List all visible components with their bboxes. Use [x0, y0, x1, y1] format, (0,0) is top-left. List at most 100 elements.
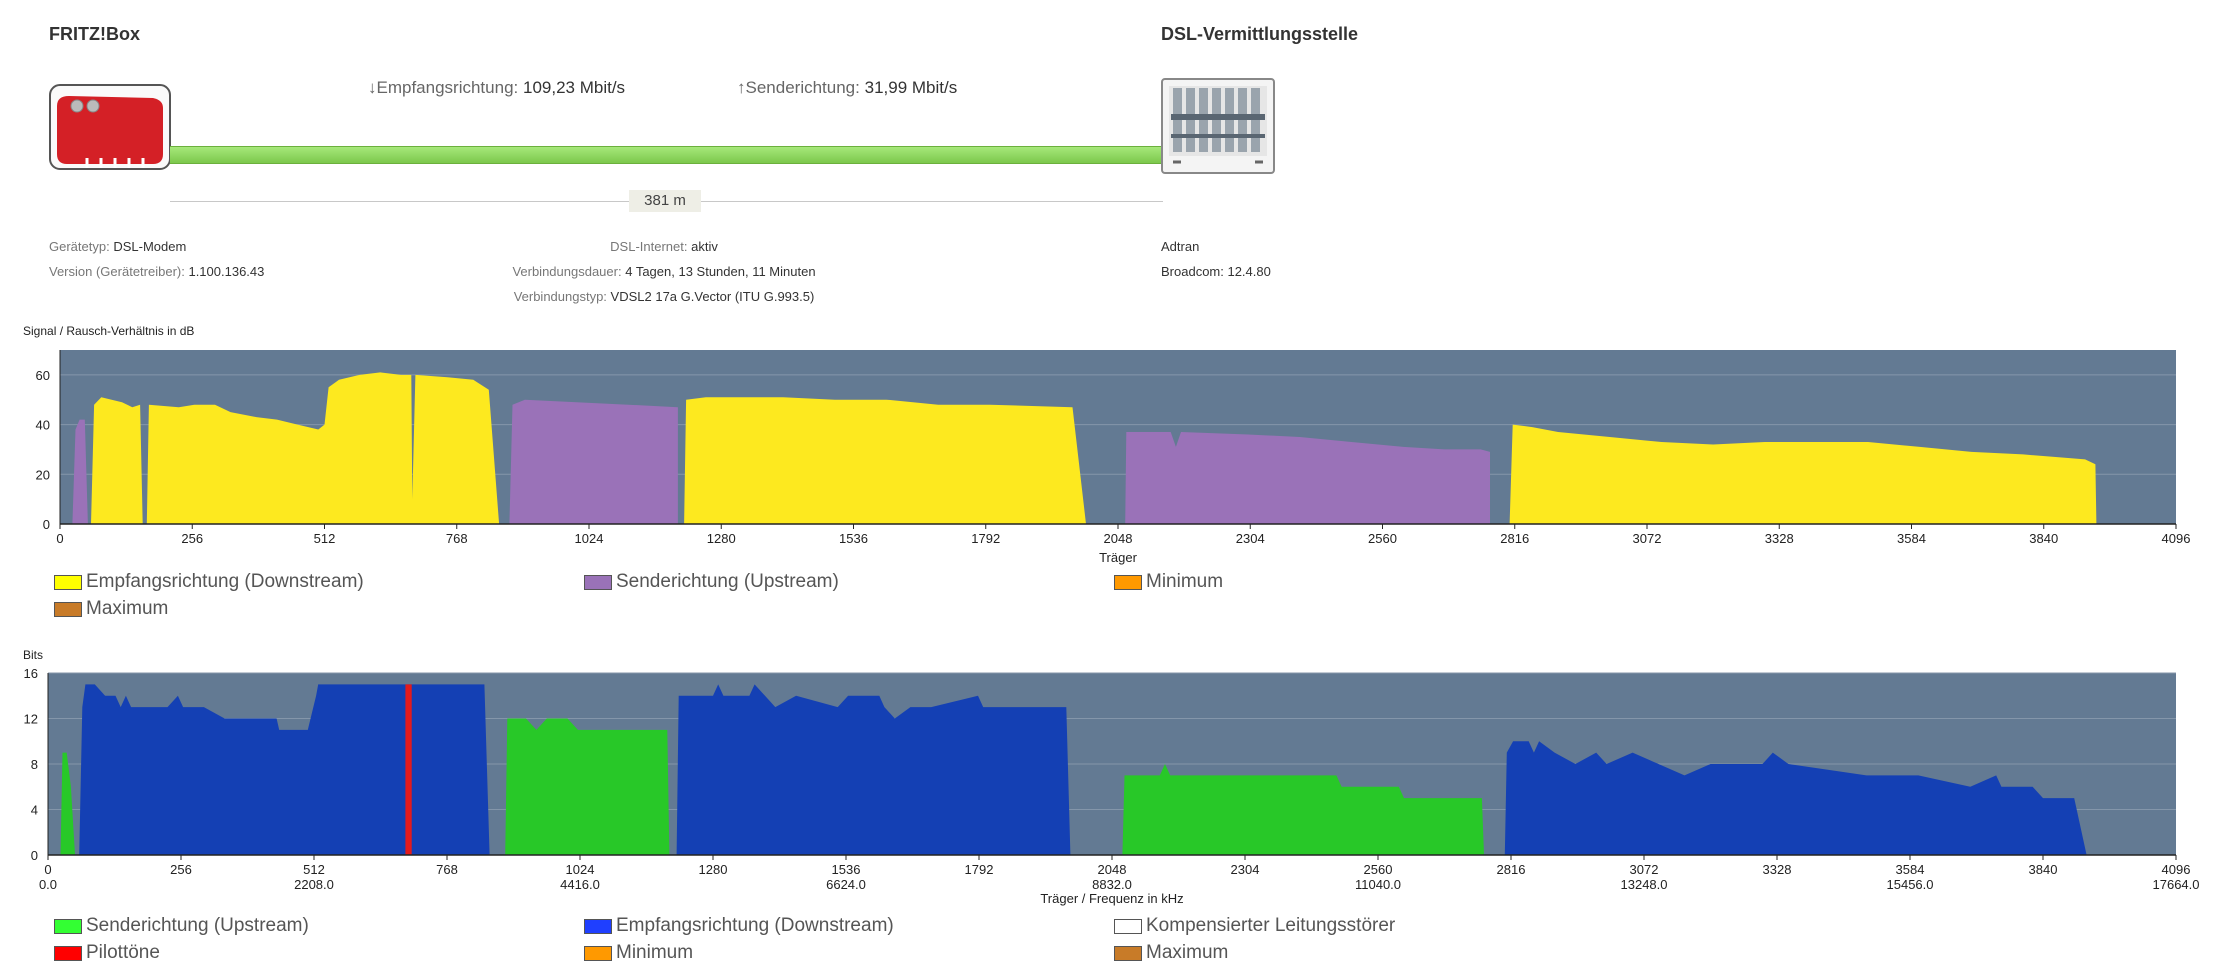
- x-tick-label: 2048: [1098, 862, 1127, 877]
- x-axis-label: Träger: [1099, 550, 1137, 565]
- x-tick-label: 3584: [1897, 531, 1926, 546]
- legend-snr-minimum[interactable]: Minimum: [1114, 571, 1223, 593]
- x-tick-label: 3840: [2029, 531, 2058, 546]
- x-tick-label: 3072: [1633, 531, 1662, 546]
- x-tick-label: 2816: [1497, 862, 1526, 877]
- x-tick-label: 1792: [971, 531, 1000, 546]
- fritzbox-device-icon: [49, 84, 171, 170]
- x-tick-label: 512: [314, 531, 336, 546]
- exchange-device-icon: [1161, 78, 1275, 174]
- series-area-pilott-ne: [405, 684, 412, 855]
- series-area-senderichtung-upstream-: [60, 752, 75, 855]
- series-area-senderichtung-upstream-: [1122, 764, 1484, 855]
- x-tick-freq-label: 17664.0: [2153, 877, 2200, 892]
- x-tick-label: 2560: [1364, 862, 1393, 877]
- legend-swatch-white: [1114, 918, 1142, 934]
- x-tick-label: 1280: [707, 531, 736, 546]
- info-left: Gerätetyp: DSL-Modem Version (Gerätetrei…: [49, 239, 265, 279]
- downstream-rate: ↓Empfangsrichtung: 109,23 Mbit/s: [368, 78, 626, 97]
- x-tick-label: 4096: [2162, 531, 2191, 546]
- upstream-rate: ↑Senderichtung: 31,99 Mbit/s: [737, 78, 958, 97]
- legend-swatch-brown: [54, 601, 82, 617]
- y-tick-label: 8: [31, 757, 38, 772]
- y-tick-label: 20: [36, 467, 50, 482]
- x-tick-label: 2816: [1500, 531, 1529, 546]
- legend-bits-downstream[interactable]: Empfangsrichtung (Downstream): [584, 915, 894, 937]
- x-tick-label: 1280: [699, 862, 728, 877]
- downstream-rate-value: 109,23 Mbit/s: [522, 78, 626, 97]
- x-tick-label: 3072: [1630, 862, 1659, 877]
- legend-snr-upstream[interactable]: Senderichtung (Upstream): [584, 571, 839, 593]
- x-tick-label: 512: [303, 862, 325, 877]
- series-area-empfangsrichtung-downstream-: [91, 372, 500, 524]
- legend-swatch-red: [54, 945, 82, 961]
- x-tick-label: 256: [170, 862, 192, 877]
- x-tick-freq-label: 2208.0: [294, 877, 334, 892]
- legend-swatch-orange: [1114, 574, 1142, 590]
- legend-bits-minimum[interactable]: Minimum: [584, 942, 693, 964]
- x-tick-label: 2304: [1231, 862, 1260, 877]
- upstream-rate-value: 31,99 Mbit/s: [864, 78, 958, 97]
- down-arrow-icon: ↓: [368, 78, 377, 97]
- y-tick-label: 0: [43, 517, 50, 532]
- snr-chart-title: Signal / Rausch-Verhältnis in dB: [23, 324, 195, 338]
- info-right: Adtran Broadcom: 12.4.80: [1161, 239, 1271, 279]
- legend-swatch-yellow: [54, 574, 82, 590]
- dsl-line: [170, 146, 1163, 164]
- y-tick-label: 0: [31, 848, 38, 863]
- legend-snr-downstream[interactable]: Empfangsrichtung (Downstream): [54, 571, 364, 593]
- x-tick-label: 3584: [1896, 862, 1925, 877]
- info-center: DSL-Internet: aktiv Verbindungsdauer: 4 …: [512, 239, 816, 304]
- series-area-senderichtung-upstream-: [505, 718, 670, 855]
- x-tick-label: 1792: [965, 862, 994, 877]
- fritzbox-title: FRITZ!Box: [49, 24, 140, 44]
- distance-badge: 381 m: [629, 190, 701, 212]
- series-area-senderichtung-upstream-: [72, 419, 88, 524]
- x-tick-freq-label: 0.0: [39, 877, 57, 892]
- series-area-senderichtung-upstream-: [1125, 432, 1490, 524]
- x-tick-label: 0: [56, 531, 63, 546]
- legend-bits-crosstalk[interactable]: Kompensierter Leitungsstörer: [1114, 915, 1395, 937]
- series-area-empfangsrichtung-downstream-: [79, 684, 490, 855]
- exchange-title: DSL-Vermittlungsstelle: [1161, 24, 1359, 44]
- x-tick-label: 1024: [566, 862, 595, 877]
- legend-swatch-brown: [1114, 945, 1142, 961]
- legend-swatch-blue: [584, 918, 612, 934]
- x-tick-freq-label: 15456.0: [1887, 877, 1934, 892]
- legend-bits-pilot[interactable]: Pilottöne: [54, 942, 160, 964]
- x-tick-label: 768: [446, 531, 468, 546]
- series-area-empfangsrichtung-downstream-: [1504, 741, 2087, 855]
- x-tick-freq-label: 13248.0: [1621, 877, 1668, 892]
- y-tick-label: 12: [24, 712, 38, 727]
- legend-swatch-purple: [584, 574, 612, 590]
- x-tick-freq-label: 6624.0: [826, 877, 866, 892]
- x-tick-label: 3328: [1765, 531, 1794, 546]
- legend-swatch-green: [54, 918, 82, 934]
- x-tick-freq-label: 8832.0: [1092, 877, 1132, 892]
- snr-chart: 0 20 40 60 0 256 512 768 1024 1280 1536 1792 2048 230…: [36, 350, 2191, 565]
- x-tick-label: 256: [181, 531, 203, 546]
- y-tick-label: 16: [24, 666, 38, 681]
- up-arrow-icon: ↑: [737, 78, 746, 97]
- x-tick-freq-label: 4416.0: [560, 877, 600, 892]
- legend-snr-maximum[interactable]: Maximum: [54, 598, 168, 620]
- x-tick-label: 3328: [1763, 862, 1792, 877]
- legend-bits-maximum[interactable]: Maximum: [1114, 942, 1228, 964]
- y-tick-label: 4: [31, 803, 38, 818]
- series-area-empfangsrichtung-downstream-: [1509, 424, 2097, 524]
- x-tick-label: 2048: [1104, 531, 1133, 546]
- x-tick-label: 768: [436, 862, 458, 877]
- legend-bits-upstream[interactable]: Senderichtung (Upstream): [54, 915, 309, 937]
- series-area-empfangsrichtung-downstream-: [684, 397, 1086, 524]
- x-tick-freq-label: 11040.0: [1355, 877, 1401, 892]
- y-tick-label: 60: [36, 368, 50, 383]
- x-tick-label: 2560: [1368, 531, 1397, 546]
- x-tick-label: 1024: [575, 531, 604, 546]
- series-area-empfangsrichtung-downstream-: [676, 684, 1071, 855]
- legend-swatch-orange: [584, 945, 612, 961]
- x-tick-label: 0: [44, 862, 51, 877]
- x-tick-label: 4096: [2162, 862, 2191, 877]
- x-tick-label: 1536: [839, 531, 868, 546]
- x-tick-label: 2304: [1236, 531, 1265, 546]
